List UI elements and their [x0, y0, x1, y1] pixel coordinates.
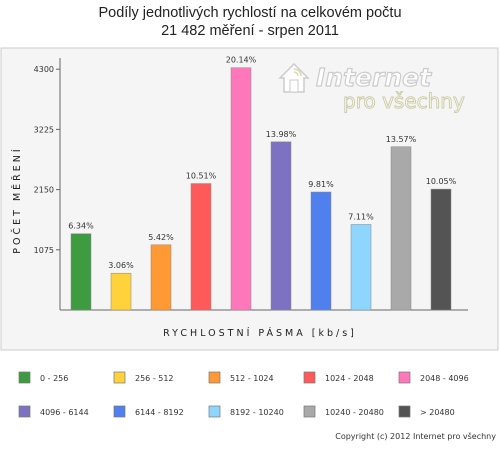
legend-label: 1024 - 2048 [325, 374, 374, 383]
bar-3 [150, 244, 172, 311]
y-tick-label: 1075 [34, 246, 54, 255]
bar-value-label: 7.11% [348, 212, 374, 221]
watermark-line-2: pro všechny [343, 89, 465, 113]
legend-label: 2048 - 4096 [420, 374, 469, 383]
legend-swatch [208, 371, 221, 384]
chart-title-line-1: Podíly jednotlivých rychlostí na celkové… [98, 5, 401, 21]
bar-5 [230, 67, 252, 311]
y-axis-title: POČET MĚŘENÍ [11, 146, 23, 253]
copyright-footer: Copyright (c) 2012 Internet pro všechny [335, 431, 496, 441]
legend-swatch [303, 371, 316, 384]
legend-swatch [208, 405, 221, 418]
legend-swatch [113, 371, 126, 384]
y-tick-label: 2150 [34, 186, 54, 195]
watermark: Internet pro všechny [278, 62, 465, 114]
bar-value-label: 10.05% [426, 177, 457, 186]
bar-value-label: 6.34% [68, 222, 94, 231]
legend-label: 6144 - 8192 [135, 408, 184, 417]
x-axis-title: RYCHLOSTNÍ PÁSMA [kb/s] [163, 327, 357, 339]
legend-swatch [303, 405, 316, 418]
legend-swatch [398, 405, 411, 418]
legend-label: 10240 - 20480 [325, 408, 384, 417]
bar-1 [70, 233, 92, 311]
y-tick-label: 4300 [34, 65, 54, 74]
bar-2 [110, 272, 132, 311]
house-icon [278, 62, 310, 93]
bar-10 [430, 188, 452, 311]
bar-7 [310, 191, 332, 311]
y-axis-ticks: 1075 2150 3225 4300 [34, 65, 60, 255]
bar-8 [350, 224, 372, 311]
chart-title-line-2: 21 482 měření - srpen 2011 [161, 23, 339, 39]
bar-value-label: 10.51% [186, 172, 217, 181]
bars [70, 67, 452, 311]
legend-swatch [18, 405, 31, 418]
legend-swatch [18, 371, 31, 384]
legend-label: 4096 - 6144 [40, 408, 89, 417]
bar-value-label: 9.81% [308, 180, 334, 189]
legend-swatch [113, 405, 126, 418]
bar-value-label: 20.14% [226, 56, 257, 65]
y-tick-label: 3225 [34, 125, 54, 134]
bar-value-label: 13.98% [266, 130, 297, 139]
bar-6 [270, 141, 292, 311]
bar-labels: 6.34% 3.06% 5.42% 10.51% 20.14% 13.98% 9.81% 7.… [68, 56, 456, 270]
legend-label: > 20480 [420, 408, 455, 417]
legend-label: 256 - 512 [135, 374, 174, 383]
watermark-line-1: Internet [316, 63, 432, 92]
legend-label: 0 - 256 [40, 374, 68, 383]
bar-value-label: 3.06% [108, 261, 134, 270]
bar-9 [390, 146, 412, 311]
legend-swatch [398, 371, 411, 384]
bar-value-label: 5.42% [148, 233, 174, 242]
bar-value-label: 13.57% [386, 135, 417, 144]
legend-label: 512 - 1024 [230, 374, 274, 383]
legend-label: 8192 - 10240 [230, 408, 284, 417]
legend: 0 - 256 256 - 512 512 - 1024 1024 - 2048 204… [18, 371, 469, 418]
bar-4 [190, 183, 212, 311]
